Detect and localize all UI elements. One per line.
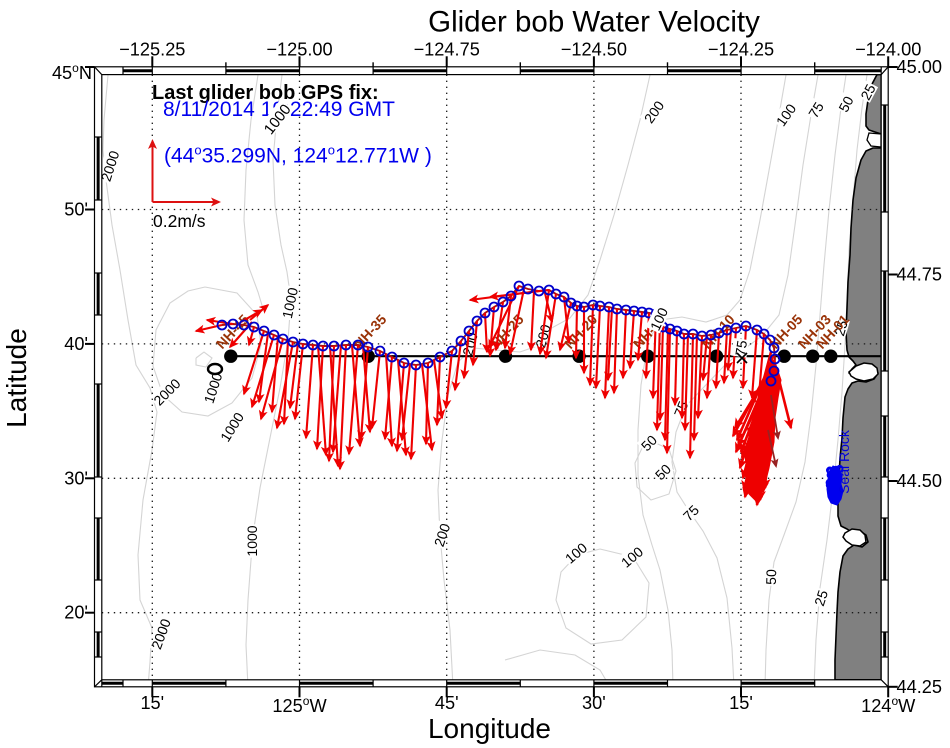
svg-text:44.25: 44.25: [897, 677, 943, 697]
svg-text:40': 40': [64, 334, 88, 354]
svg-text:25: 25: [831, 318, 851, 338]
svg-text:−124.75: −124.75: [414, 40, 480, 60]
svg-text:200: 200: [431, 521, 454, 548]
svg-text:30': 30': [64, 468, 88, 488]
svg-text:Last glider bob GPS fix:: Last glider bob GPS fix:: [152, 82, 379, 104]
svg-text:(44o35.299N, 124o12.771W ): (44o35.299N, 124o12.771W ): [164, 143, 432, 168]
svg-text:44.75: 44.75: [897, 265, 943, 285]
svg-text:44.50: 44.50: [897, 471, 943, 491]
svg-text:1000: 1000: [244, 525, 260, 556]
svg-text:Glider bob Water Velocity: Glider bob Water Velocity: [428, 6, 760, 39]
svg-text:45': 45': [435, 693, 459, 713]
svg-text:−124.00: −124.00: [855, 40, 921, 60]
svg-text:−124.50: −124.50: [561, 40, 627, 60]
svg-text:1000: 1000: [279, 286, 301, 320]
svg-text:25: 25: [811, 588, 831, 608]
svg-text:Seal Rock: Seal Rock: [836, 429, 852, 494]
svg-text:20': 20': [64, 603, 88, 623]
svg-text:25: 25: [857, 81, 879, 102]
svg-text:15': 15': [140, 693, 164, 713]
svg-text:−124.25: −124.25: [708, 40, 774, 60]
svg-text:45oN: 45oN: [52, 61, 92, 83]
svg-text:124oW: 124oW: [861, 694, 916, 716]
svg-text:50': 50': [64, 200, 88, 220]
svg-text:50: 50: [763, 569, 780, 585]
svg-text:Longitude: Longitude: [428, 713, 551, 744]
svg-text:−125.00: −125.00: [266, 40, 332, 60]
svg-text:0.2m/s: 0.2m/s: [153, 211, 206, 231]
svg-text:30': 30': [582, 693, 606, 713]
svg-text:75: 75: [732, 339, 750, 357]
svg-text:75: 75: [805, 99, 827, 121]
svg-text:50: 50: [835, 93, 857, 114]
svg-text:Latitude: Latitude: [1, 328, 32, 428]
svg-text:15': 15': [729, 693, 753, 713]
svg-text:125oW: 125oW: [272, 694, 327, 716]
svg-text:45.00: 45.00: [897, 57, 943, 77]
svg-text:−125.25: −125.25: [119, 40, 185, 60]
